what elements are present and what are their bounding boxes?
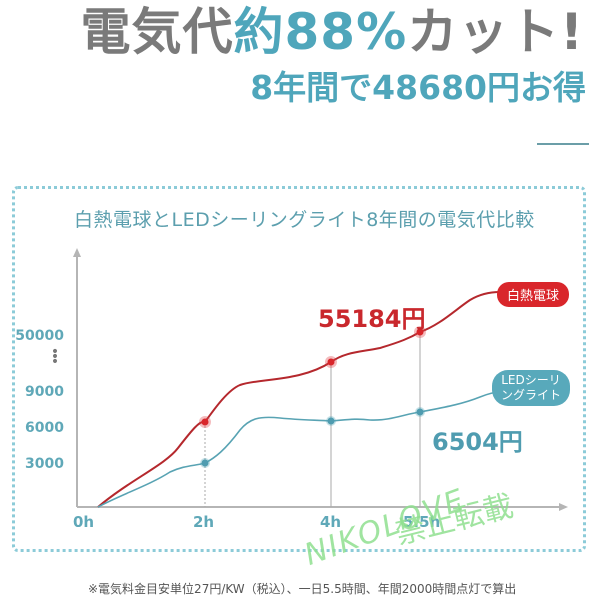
chart-title: 白熱電球とLEDシーリングライト8年間の電気代比較 [74,209,535,231]
y-tick-6000: 6000 [25,420,64,436]
x-tick-4h: 4h [320,513,342,531]
headline-part1: 電気代 [80,3,234,61]
x-tick-5-5h: 5.5h [403,513,441,531]
x-tick-2h: 2h [193,513,215,531]
subheadline: 8年間で48680円お得 [250,68,586,107]
headline: 電気代約88%カット! [81,2,585,62]
accent-divider [537,143,589,145]
x-tick-0h: 0h [73,513,95,531]
teal-total-label: 6504円 [432,428,523,456]
y-axis-break-icon: • • • [50,344,60,370]
x-axis-arrow-icon [559,503,568,511]
series-teal-line [97,391,501,508]
series-red-line [97,291,501,508]
red-marker-2h [201,418,209,426]
teal-marker-4h [327,417,335,425]
headline-part2: 約88% [233,3,408,61]
footnote: ※電気料金目安単位27円/KW（税込）、一日5.5時間、年間2000時間点灯で算… [88,582,517,596]
teal-marker-5-5h [416,408,424,416]
red-marker-5-5h [416,328,424,336]
teal-marker-2h [201,459,209,467]
y-tick-50000: 50000 [15,328,64,344]
headline-part3: カット! [407,3,584,61]
y-tick-9000: 9000 [25,384,64,400]
legend-incandescent: 白熱電球 [497,282,570,307]
chart-frame [12,186,586,552]
y-axis-arrow-icon [73,248,81,257]
y-tick-3000: 3000 [25,456,64,472]
red-marker-4h [327,358,335,366]
legend-led: LEDシーリングライト [492,370,570,406]
red-total-label: 55184円 [318,305,426,333]
